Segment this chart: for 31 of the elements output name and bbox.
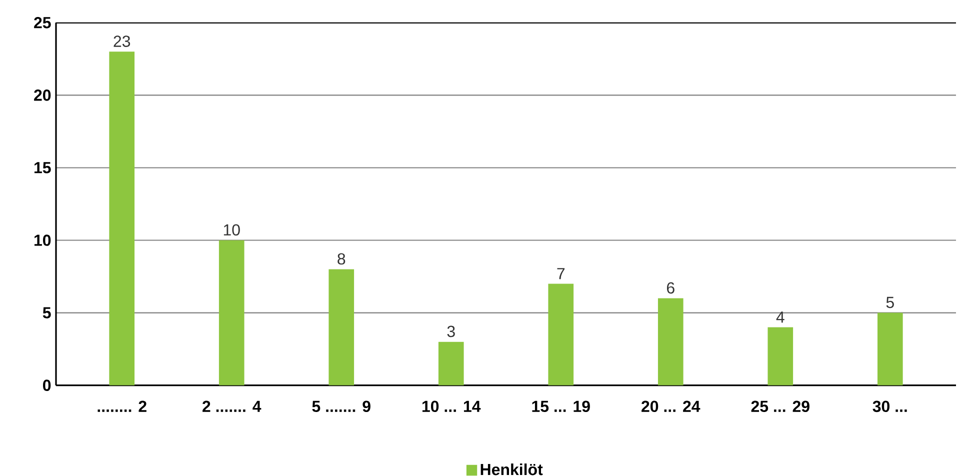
y-tick-label: 5	[42, 307, 51, 318]
data-label: 5	[886, 296, 894, 308]
data-label: 7	[557, 268, 565, 280]
bar	[109, 52, 135, 386]
data-label: 8	[338, 253, 346, 265]
bar	[768, 327, 794, 386]
legend-label: Henkilöt	[480, 463, 543, 476]
x-tick-label: 30 ...	[872, 400, 907, 412]
bar	[548, 284, 574, 386]
y-tick-label: 10	[34, 234, 51, 246]
data-label: 3	[447, 326, 455, 338]
y-tick-label: 0	[43, 380, 51, 391]
y-tick-label: 25	[34, 17, 51, 28]
x-tick-label: 20 ... 24	[642, 400, 700, 412]
x-tick-label: 25 ... 29	[751, 400, 810, 412]
y-tick-label: 15	[34, 162, 51, 174]
bar	[658, 298, 684, 386]
x-tick-label: 2 ....... 4	[202, 400, 262, 412]
bar	[328, 269, 354, 386]
data-label: 23	[114, 36, 130, 47]
bar	[877, 312, 903, 386]
bar	[218, 240, 244, 386]
x-tick-label: 10 ... 14	[422, 400, 481, 412]
bar	[438, 342, 464, 386]
x-tick-label: 5 ....... 9	[312, 400, 370, 412]
data-label: 4	[776, 312, 784, 323]
x-tick-label: ........ 2	[98, 400, 146, 412]
y-tick-label: 20	[34, 90, 51, 101]
data-label: 6	[667, 282, 674, 294]
x-tick-label: 15 ... 19	[532, 400, 590, 412]
data-label: 10	[224, 224, 240, 236]
